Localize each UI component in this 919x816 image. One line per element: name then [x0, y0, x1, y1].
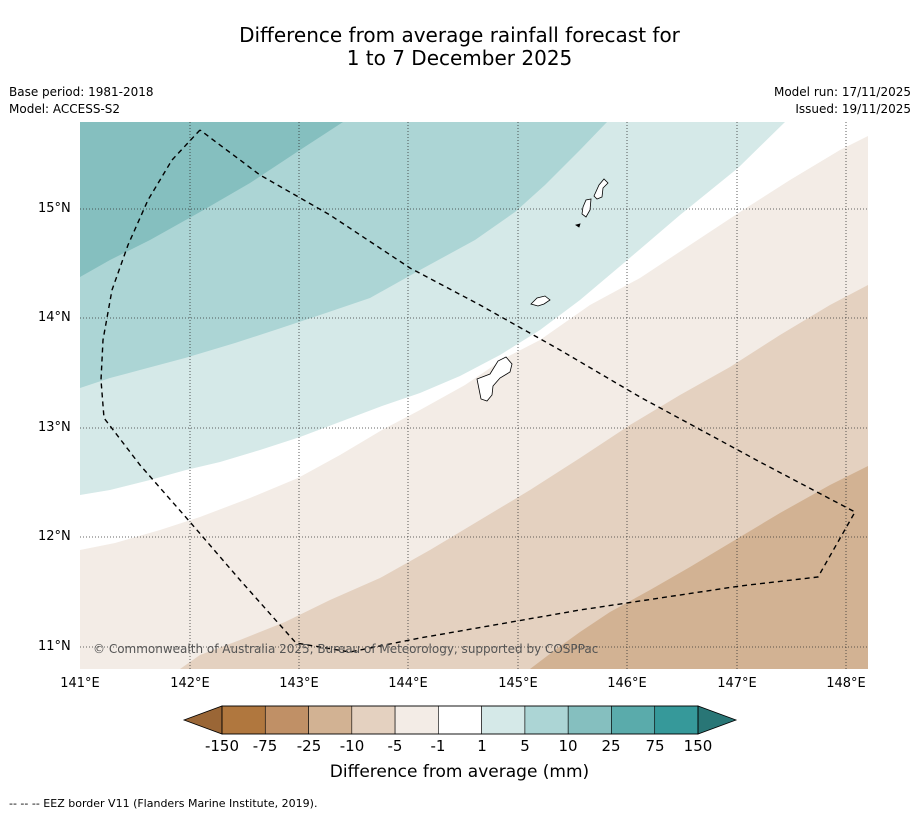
colorbar-arrow-low [182, 705, 223, 735]
colorbar-segment [221, 705, 266, 735]
colorbar-label: -5 [387, 737, 403, 755]
aguijan-island [575, 223, 581, 228]
colorbar-label: 1 [477, 737, 487, 755]
band-dry-10-25 [530, 466, 868, 669]
colorbar-label: 75 [645, 737, 665, 755]
eez-border [100, 129, 856, 653]
metadata-right: Model run: 17/11/2025 Issued: 19/11/2025 [774, 84, 911, 118]
saipan-island [593, 178, 609, 200]
model-run: Model run: 17/11/2025 [773, 85, 911, 99]
colorbar-segment [567, 705, 612, 735]
colorbar-label: -1 [430, 737, 446, 755]
colorbar-arrow-high [697, 705, 738, 735]
colorbar-title: Difference from average (mm) [329, 762, 590, 782]
map-title-line2: 1 to 7 December 2025 [346, 46, 573, 70]
colorbar-segment [524, 705, 569, 735]
base-period: Base period: 1981-2018 [9, 85, 154, 99]
model-name: Model: ACCESS-S2 [9, 102, 121, 116]
colorbar-segment [611, 705, 656, 735]
eez-legend-footnote: -- -- -- EEZ border V11 (Flanders Marine… [9, 797, 318, 810]
lon-label-146e: 146°E [607, 676, 647, 691]
lat-label-15n: 15°N [38, 201, 71, 216]
lat-label-11n: 11°N [38, 639, 71, 654]
colorbar-frame [221, 705, 699, 735]
lat-label-13n: 13°N [38, 420, 71, 435]
band-wet-10-25 [80, 122, 343, 277]
colorbar-label: 25 [601, 737, 621, 755]
guam-island [476, 356, 513, 402]
colorbar-label: 150 [683, 737, 713, 755]
colorbar-label: 10 [558, 737, 578, 755]
graticule [80, 122, 868, 669]
colorbar-segment [654, 705, 699, 735]
lon-label-145e: 145°E [498, 676, 538, 691]
lat-label-14n: 14°N [38, 310, 71, 325]
tinian-island [581, 198, 592, 218]
metadata-left: Base period: 1981-2018 Model: ACCESS-S2 [9, 84, 154, 118]
colorbar-segment [394, 705, 439, 735]
colorbar-label: -25 [296, 737, 322, 755]
lon-label-143e: 143°E [279, 676, 319, 691]
colorbar-label: -150 [204, 737, 240, 755]
lat-label-12n: 12°N [38, 529, 71, 544]
colorbar-segment [438, 705, 482, 735]
lon-label-141e: 141°E [60, 676, 100, 691]
lon-label-144e: 144°E [388, 676, 428, 691]
colorbar [182, 705, 738, 735]
lon-label-142e: 142°E [170, 676, 210, 691]
copyright-text: © Commonwealth of Australia 2025, Bureau… [93, 642, 599, 656]
lon-label-147e: 147°E [717, 676, 757, 691]
colorbar-segment [351, 705, 396, 735]
colorbar-label: 5 [520, 737, 530, 755]
colorbar-segment [481, 705, 526, 735]
map-title-line1: Difference from average rainfall forecas… [239, 23, 680, 47]
colorbar-segment [264, 705, 309, 735]
colorbar-segment [308, 705, 353, 735]
issued-date: Issued: 19/11/2025 [795, 102, 911, 116]
rota-island [530, 295, 551, 307]
map-panel [80, 122, 868, 669]
lon-label-148e: 148°E [826, 676, 866, 691]
colorbar-label: -75 [252, 737, 278, 755]
colorbar-label: -10 [339, 737, 365, 755]
